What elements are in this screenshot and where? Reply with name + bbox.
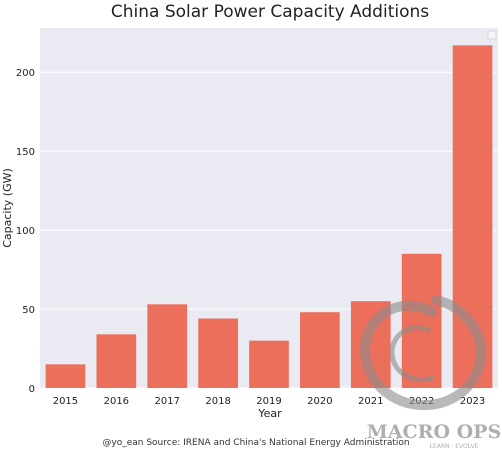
- y-tick-label: 200: [16, 68, 35, 79]
- x-tick-label: 2016: [104, 396, 129, 407]
- bar-2018: [198, 318, 238, 388]
- bar-2016: [96, 334, 137, 388]
- y-tick-label: 50: [22, 305, 35, 316]
- x-tick-label: 2015: [53, 396, 78, 407]
- bar-2019: [249, 340, 289, 388]
- y-axis-label: Capacity (GW): [1, 168, 14, 248]
- bar-2015: [45, 364, 86, 388]
- bar-2022: [401, 253, 442, 388]
- watermark-brand: MACRO OPS: [367, 421, 501, 443]
- legend-box: [487, 30, 497, 40]
- macro-ops-watermark: MACRO OPS LEARN · EVOLVE: [359, 295, 501, 450]
- x-tick-label: 2018: [205, 396, 230, 407]
- x-axis-label: Year: [257, 407, 282, 420]
- x-tick-label: 2021: [358, 396, 383, 407]
- bar-2020: [300, 312, 340, 388]
- y-axis-ticks: 0 50 100 150 200: [16, 68, 35, 395]
- y-tick-label: 100: [16, 226, 35, 237]
- watermark-swirl-icon: [359, 295, 486, 411]
- x-tick-label: 2019: [256, 396, 281, 407]
- footer-source: @yo_ean Source: IRENA and China's Nation…: [102, 438, 409, 448]
- x-tick-label: 2020: [307, 396, 332, 407]
- x-tick-label: 2017: [154, 396, 179, 407]
- bar-2023: [452, 45, 493, 389]
- bar-2017: [147, 304, 188, 388]
- y-tick-label: 0: [29, 384, 35, 395]
- watermark-tagline: LEARN · EVOLVE: [430, 443, 479, 450]
- watermark-swirl-inner-icon: [389, 325, 435, 382]
- bars: [45, 45, 493, 389]
- chart-title: China Solar Power Capacity Additions: [111, 2, 429, 22]
- x-tick-label: 2023: [460, 396, 485, 407]
- y-tick-label: 150: [16, 147, 35, 158]
